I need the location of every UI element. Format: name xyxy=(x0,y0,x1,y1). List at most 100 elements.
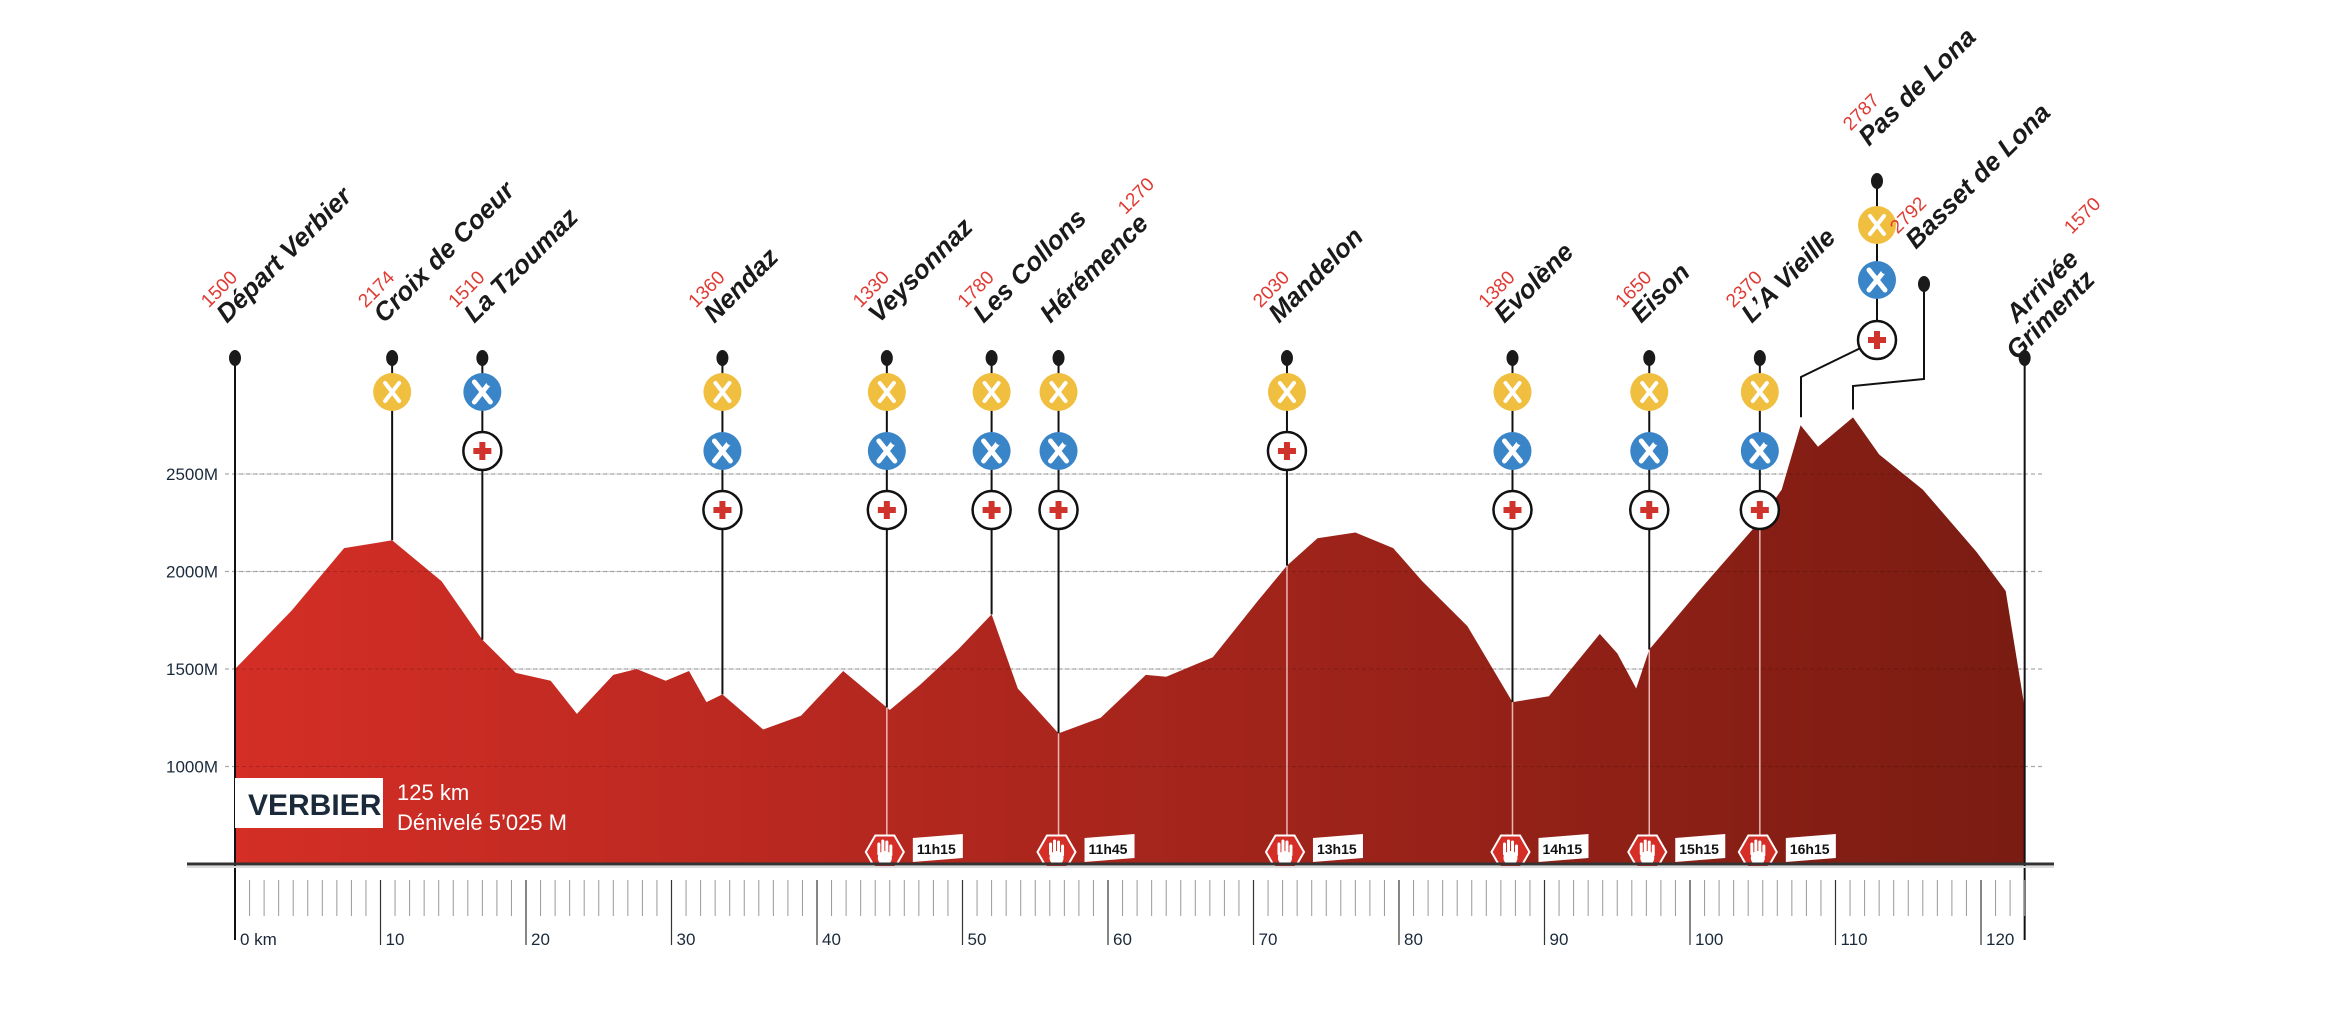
wrench-jaw xyxy=(1763,437,1772,445)
cutoff-badge: 14h15 xyxy=(1490,834,1589,870)
fork-knife-glyph xyxy=(1049,381,1068,403)
red-cross-glyph xyxy=(1277,442,1296,460)
medical-icon xyxy=(1856,319,1898,361)
brand-box xyxy=(235,778,383,828)
mechanic-icon xyxy=(1740,432,1779,470)
x-axis: 0 km 10 20 30 40 50 60 70 80 90 100 110 120 xyxy=(187,862,2054,949)
station-pin xyxy=(1052,350,1065,366)
wrench-glyph xyxy=(1866,267,1888,293)
mechanic-icon xyxy=(1630,432,1669,470)
fork-knife-glyph xyxy=(1277,381,1296,403)
station-pin xyxy=(1753,350,1766,366)
x-tick-label: 110 xyxy=(1841,930,1868,949)
red-cross-glyph xyxy=(1503,501,1522,519)
x-tick-label: 0 km xyxy=(240,930,277,949)
hand-palm xyxy=(1503,851,1518,865)
red-cross-glyph xyxy=(1640,501,1659,519)
y-tick-label: 1500M xyxy=(166,660,218,679)
cutoff-time: 16h15 xyxy=(1790,841,1830,857)
fork-knife-glyph xyxy=(383,381,402,403)
station-pin xyxy=(716,350,729,366)
wrench-jaw xyxy=(1516,437,1525,445)
food-icon xyxy=(972,373,1011,411)
cutoff-time-bg xyxy=(1538,834,1589,862)
medical-icon xyxy=(1629,489,1670,531)
food-icon xyxy=(867,373,906,411)
cutoff-time-bg xyxy=(1675,834,1726,862)
red-cross-glyph xyxy=(713,501,732,519)
red-cross-glyph xyxy=(982,501,1001,519)
station-name: Basset de Lona xyxy=(1899,97,2056,254)
cutoff-time: 11h15 xyxy=(917,841,956,857)
station-name: Départ Verbier xyxy=(210,180,359,329)
station-pin xyxy=(1871,173,1883,189)
x-tick-label: 60 xyxy=(1113,930,1132,949)
medical-icon xyxy=(1266,430,1308,472)
cutoff-badge: 11h15 xyxy=(864,834,963,870)
leader-line xyxy=(1800,181,1878,418)
mechanic-icon xyxy=(463,373,502,411)
station-pin xyxy=(229,350,241,366)
cutoff-time: 14h15 xyxy=(1542,841,1582,857)
food-icon xyxy=(1630,373,1669,411)
mechanic-icon xyxy=(703,432,742,470)
cutoff-time: 13h15 xyxy=(1317,841,1357,857)
wrench-glyph xyxy=(1638,438,1660,464)
station-pin xyxy=(880,350,893,366)
medical-icon xyxy=(866,489,908,531)
food-icon xyxy=(1740,373,1779,411)
medical-icon xyxy=(462,430,503,472)
wrench-jaw xyxy=(1653,437,1662,445)
red-cross-glyph xyxy=(877,501,896,519)
station-pin xyxy=(1506,350,1519,366)
fork-knife-glyph xyxy=(982,381,1001,403)
medical-icon xyxy=(1038,489,1079,531)
x-tick-label: 80 xyxy=(1404,930,1423,949)
wrench-jaw xyxy=(1062,437,1071,445)
distance-label: 125 km xyxy=(397,780,469,805)
fork-knife-glyph xyxy=(1750,381,1769,403)
x-tick-label: 90 xyxy=(1550,930,1569,949)
cutoff-badge: 11h45 xyxy=(1036,834,1135,870)
cutoff-time: 15h15 xyxy=(1679,841,1719,857)
y-tick-label: 2500M xyxy=(166,465,218,484)
food-icon xyxy=(1493,373,1532,411)
station-pin xyxy=(476,350,489,366)
cutoff-badge: 15h15 xyxy=(1627,834,1726,870)
fork-knife-glyph xyxy=(1640,381,1659,403)
x-tick-label: 10 xyxy=(386,930,405,949)
wrench-glyph xyxy=(711,438,733,464)
x-tick-label: 100 xyxy=(1695,930,1723,949)
cutoff-time-bg xyxy=(912,834,963,862)
food-icon xyxy=(1858,206,1896,244)
hand-fingers xyxy=(1049,839,1065,857)
cutoff-time-bg xyxy=(1312,834,1363,862)
mechanic-icon xyxy=(1858,261,1896,299)
station-pin xyxy=(2018,350,2031,366)
station-name: Pas de Lona xyxy=(1852,22,1982,152)
food-icon xyxy=(373,373,412,411)
hand-palm xyxy=(1750,851,1765,865)
x-tick-label: 70 xyxy=(1259,930,1278,949)
elevation-gain-label: Dénivelé 5’025 M xyxy=(397,810,567,835)
wrench-glyph xyxy=(1048,438,1070,464)
cutoff-time-bg xyxy=(1084,834,1135,862)
wrench-jaw xyxy=(995,437,1004,445)
red-cross-glyph xyxy=(1750,501,1769,519)
red-cross-glyph xyxy=(1049,501,1068,519)
wrench-jaw xyxy=(890,437,899,445)
x-tick-label: 20 xyxy=(531,930,550,949)
medical-icon xyxy=(702,489,743,531)
medical-icon xyxy=(971,489,1012,531)
hand-palm xyxy=(877,851,892,865)
wrench-glyph xyxy=(1501,438,1523,464)
